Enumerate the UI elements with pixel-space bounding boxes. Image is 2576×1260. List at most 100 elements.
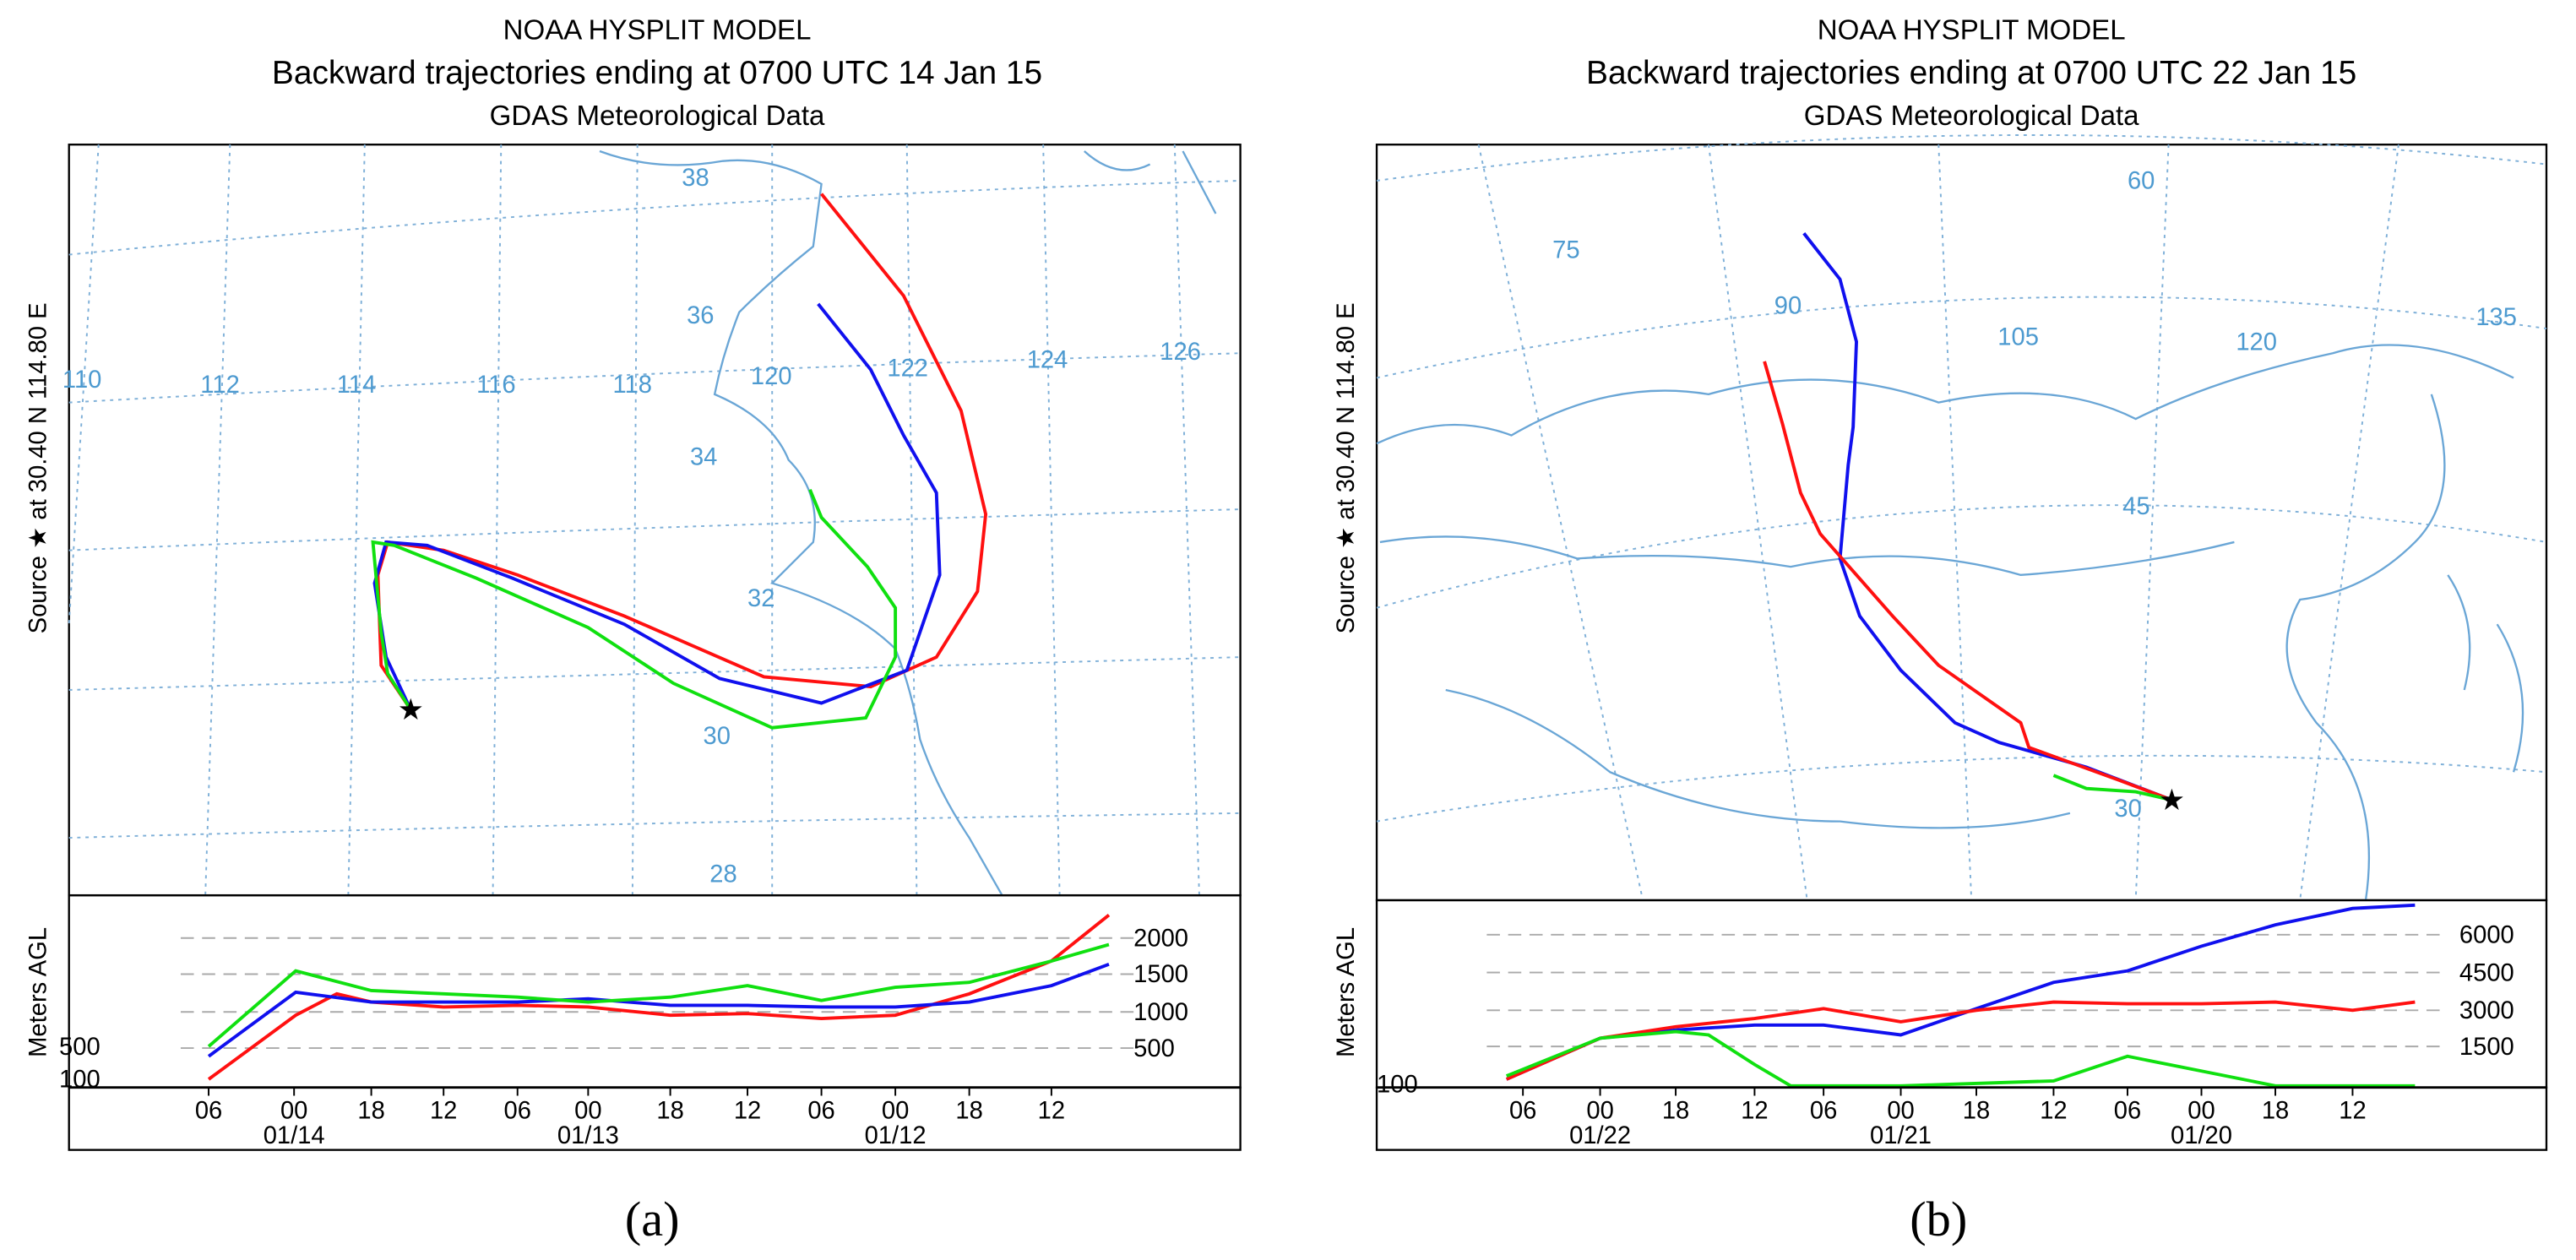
map-label: 30 bbox=[704, 723, 731, 750]
map-label: 60 bbox=[2128, 168, 2155, 195]
time-label: 00 bbox=[574, 1098, 601, 1125]
graticule bbox=[1376, 133, 2547, 901]
coastline bbox=[1376, 344, 2524, 901]
height-label: Meters AGL bbox=[24, 927, 52, 1057]
height-start-label: 100 bbox=[59, 1067, 101, 1094]
map-label: 105 bbox=[1997, 324, 2039, 351]
time-label: 06 bbox=[807, 1098, 834, 1125]
coastline bbox=[599, 149, 1217, 896]
subtitle: Backward trajectories ending at 0700 UTC… bbox=[1586, 55, 2356, 91]
height-label: Meters AGL bbox=[1333, 927, 1360, 1057]
map-label: 116 bbox=[476, 372, 515, 399]
time-label: 06 bbox=[504, 1098, 531, 1125]
map-label: 28 bbox=[709, 861, 736, 888]
map-label: 34 bbox=[690, 444, 717, 471]
map-label: 112 bbox=[200, 372, 239, 399]
time-label: 12 bbox=[430, 1098, 457, 1125]
time-label: 18 bbox=[357, 1098, 384, 1125]
time-ticks bbox=[1522, 1087, 2354, 1096]
map-label: 45 bbox=[2122, 493, 2149, 520]
height-start-label: 500 bbox=[59, 1034, 101, 1061]
height-tick-label: 6000 bbox=[2459, 922, 2514, 949]
height-tick-label: 4500 bbox=[2459, 959, 2514, 986]
date-label: 01/13 bbox=[557, 1122, 619, 1149]
time-label: 06 bbox=[195, 1098, 222, 1125]
source-label: Source ★ at 30.40 N 114.80 E bbox=[1333, 302, 1360, 633]
height-green bbox=[207, 942, 1110, 1048]
time-label: 06 bbox=[1509, 1098, 1536, 1125]
time-label: 18 bbox=[1963, 1098, 1990, 1125]
source-label: Source ★ at 30.40 N 114.80 E bbox=[24, 302, 52, 633]
date-label: 01/22 bbox=[1569, 1122, 1631, 1149]
map-label: 38 bbox=[682, 165, 709, 192]
map-label: 118 bbox=[613, 372, 652, 399]
map-label: 75 bbox=[1552, 236, 1579, 263]
map-label: 90 bbox=[1774, 293, 1802, 320]
layout: ★ ★ bbox=[68, 133, 2548, 1151]
graticule bbox=[68, 144, 1241, 896]
height-start-label: 100 bbox=[1377, 1072, 1418, 1099]
time-label: 18 bbox=[1662, 1098, 1689, 1125]
height-blue bbox=[1505, 903, 2416, 1081]
time-label: 12 bbox=[2040, 1098, 2067, 1125]
height-tick-label: 500 bbox=[1133, 1035, 1175, 1062]
date-label: 01/20 bbox=[2171, 1122, 2232, 1149]
time-label: 00 bbox=[882, 1098, 909, 1125]
time-label: 06 bbox=[2114, 1098, 2141, 1125]
date-label: 01/14 bbox=[264, 1122, 325, 1149]
time-label: 12 bbox=[2339, 1098, 2366, 1125]
map-label: 36 bbox=[687, 302, 714, 329]
time-label: 12 bbox=[734, 1098, 761, 1125]
subtitle: Backward trajectories ending at 0700 UTC… bbox=[272, 55, 1042, 91]
height-frame bbox=[68, 893, 1242, 1089]
height-tick-label: 2000 bbox=[1133, 925, 1188, 952]
caption: (a) bbox=[625, 1192, 680, 1246]
caption: (b) bbox=[1910, 1192, 1967, 1246]
map-label: 122 bbox=[887, 355, 928, 382]
time-label: 00 bbox=[1586, 1098, 1613, 1125]
time-label: 18 bbox=[955, 1098, 982, 1125]
data-source: GDAS Meteorological Data bbox=[490, 100, 825, 132]
time-label: 18 bbox=[656, 1098, 683, 1125]
time-label: 00 bbox=[1887, 1098, 1914, 1125]
map-label: 120 bbox=[751, 363, 792, 390]
trajectory-red bbox=[1763, 361, 2173, 802]
date-label: 01/12 bbox=[865, 1122, 927, 1149]
height-tick-label: 1500 bbox=[1133, 961, 1188, 988]
map-label: 126 bbox=[1160, 339, 1201, 366]
map-label: 124 bbox=[1027, 347, 1068, 374]
time-label: 00 bbox=[2187, 1098, 2215, 1125]
source-star: ★ bbox=[398, 693, 424, 726]
height-red bbox=[1505, 1000, 2416, 1081]
trajectory-blue bbox=[1802, 232, 2173, 802]
map-label: 32 bbox=[747, 585, 774, 612]
title: NOAA HYSPLIT MODEL bbox=[503, 15, 812, 46]
trajectory-green bbox=[2052, 774, 2172, 802]
time-label: 12 bbox=[1038, 1098, 1065, 1125]
time-label: 00 bbox=[280, 1098, 307, 1125]
map-label: 120 bbox=[2236, 329, 2277, 356]
date-label: 01/21 bbox=[1870, 1122, 1932, 1149]
source-star: ★ bbox=[2159, 784, 2185, 817]
map-label: 135 bbox=[2475, 304, 2517, 331]
height-tick-label: 1000 bbox=[1133, 999, 1188, 1026]
time-label: 18 bbox=[2262, 1098, 2289, 1125]
map-label: 110 bbox=[62, 367, 101, 394]
data-source: GDAS Meteorological Data bbox=[1804, 100, 2139, 132]
title: NOAA HYSPLIT MODEL bbox=[1818, 15, 2126, 46]
time-label: 06 bbox=[1810, 1098, 1837, 1125]
height-tick-label: 3000 bbox=[2459, 997, 2514, 1024]
height-tick-label: 1500 bbox=[2459, 1034, 2514, 1061]
height-green bbox=[1505, 1029, 2416, 1088]
map-frame bbox=[68, 144, 1242, 897]
trajectory-blue bbox=[372, 302, 942, 711]
map-label: 114 bbox=[337, 372, 376, 399]
map-label: 30 bbox=[2114, 796, 2141, 823]
height-red bbox=[207, 913, 1111, 1081]
time-axis bbox=[1375, 1086, 2548, 1151]
height-blue bbox=[207, 963, 1110, 1058]
time-label: 12 bbox=[1741, 1098, 1768, 1125]
trajectory-green bbox=[371, 488, 898, 730]
